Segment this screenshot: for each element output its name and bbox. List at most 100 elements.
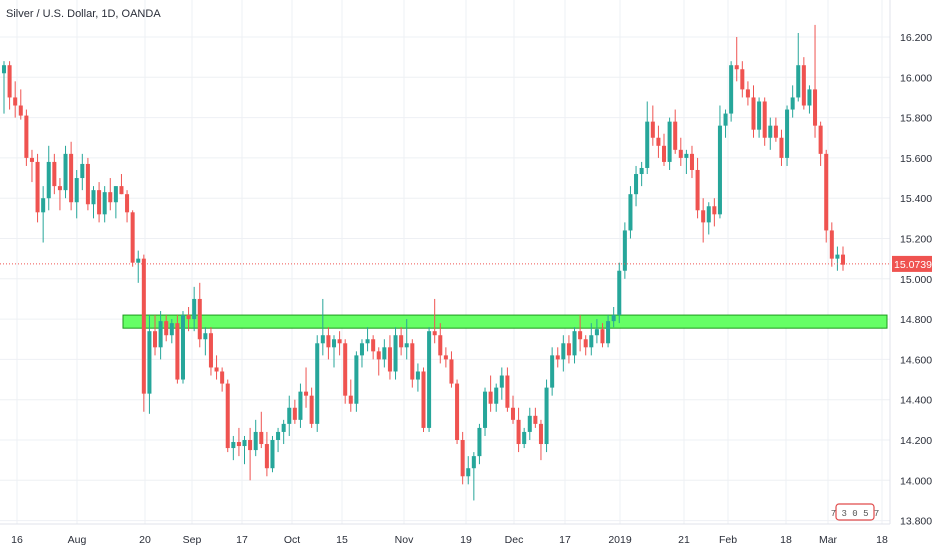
candle[interactable] (35, 153, 40, 223)
candle[interactable] (779, 129, 784, 166)
candle[interactable] (158, 311, 163, 360)
candle[interactable] (606, 315, 611, 348)
candle[interactable] (684, 149, 689, 175)
candle[interactable] (304, 367, 309, 408)
candle[interactable] (695, 157, 700, 219)
candle[interactable] (427, 327, 432, 432)
candle[interactable] (376, 347, 381, 376)
candle[interactable] (281, 419, 286, 445)
candle[interactable] (354, 351, 359, 412)
candle[interactable] (404, 319, 409, 360)
candle[interactable] (617, 262, 622, 324)
price-axis[interactable]: 16.20000 16.00000 15.80000 15.60000 15.40000… (900, 32, 932, 528)
candle[interactable] (298, 383, 303, 428)
candle[interactable] (119, 174, 124, 195)
candle[interactable] (813, 24, 818, 138)
candle[interactable] (527, 407, 532, 440)
candle[interactable] (706, 202, 711, 235)
candle[interactable] (801, 57, 806, 110)
candle[interactable] (661, 133, 667, 166)
candle[interactable] (365, 327, 370, 352)
candle[interactable] (264, 431, 269, 477)
candle[interactable] (69, 141, 74, 211)
candle[interactable] (628, 186, 633, 239)
candle[interactable] (712, 198, 717, 227)
candle[interactable] (410, 339, 415, 388)
candle[interactable] (136, 250, 141, 283)
candle[interactable] (494, 383, 499, 412)
candle[interactable] (645, 101, 650, 175)
candle[interactable] (639, 161, 644, 187)
candle[interactable] (225, 379, 230, 453)
candle[interactable] (18, 89, 23, 120)
candle[interactable] (253, 419, 258, 457)
candle[interactable] (701, 198, 706, 243)
candle[interactable] (270, 435, 275, 473)
candle[interactable] (13, 81, 18, 118)
candle[interactable] (723, 109, 728, 138)
candle[interactable] (203, 327, 208, 356)
candle[interactable] (24, 109, 29, 166)
candle[interactable] (667, 117, 672, 170)
candle[interactable] (578, 315, 583, 352)
candle[interactable] (510, 395, 516, 424)
candle[interactable] (343, 339, 348, 404)
candle[interactable] (460, 431, 465, 485)
candle[interactable] (734, 37, 739, 82)
candle[interactable] (438, 323, 443, 364)
candle[interactable] (762, 97, 767, 146)
candle[interactable] (538, 419, 543, 461)
candle[interactable] (455, 379, 460, 445)
candle[interactable] (717, 105, 722, 219)
candle[interactable] (192, 286, 197, 332)
candle[interactable] (516, 407, 521, 453)
candle[interactable] (153, 315, 158, 356)
candle[interactable] (141, 254, 146, 412)
candle[interactable] (41, 186, 46, 243)
candle[interactable] (790, 85, 795, 118)
candle[interactable] (594, 319, 599, 344)
candle[interactable] (57, 178, 62, 211)
candle[interactable] (477, 423, 482, 465)
candle[interactable] (108, 178, 113, 211)
candle[interactable] (85, 157, 90, 211)
candle[interactable] (415, 363, 420, 392)
candle[interactable] (399, 327, 404, 356)
candle[interactable] (483, 387, 488, 436)
candle[interactable] (208, 327, 213, 376)
candle[interactable] (169, 319, 174, 344)
candle[interactable] (63, 145, 68, 199)
candle[interactable] (555, 347, 560, 368)
candle[interactable] (287, 395, 292, 436)
candle[interactable] (443, 347, 448, 368)
candle[interactable] (622, 222, 627, 279)
candle[interactable] (197, 282, 202, 348)
candle[interactable] (231, 435, 236, 461)
candle[interactable] (650, 105, 655, 146)
candle[interactable] (125, 190, 130, 223)
candle[interactable] (678, 137, 683, 166)
candle[interactable] (729, 61, 734, 122)
candle[interactable] (74, 169, 79, 219)
candle[interactable] (583, 335, 588, 356)
candle[interactable] (91, 186, 96, 219)
candle[interactable] (220, 367, 225, 392)
candle[interactable] (242, 435, 247, 465)
candle[interactable] (80, 153, 85, 191)
candle[interactable] (52, 153, 57, 195)
candle[interactable] (656, 125, 661, 158)
candle[interactable] (248, 427, 253, 481)
candle[interactable] (164, 315, 169, 342)
candle[interactable] (186, 307, 191, 332)
candle[interactable] (757, 97, 762, 138)
candle[interactable] (673, 109, 678, 154)
candle[interactable] (393, 327, 398, 380)
candle[interactable] (611, 307, 616, 328)
candle[interactable] (46, 145, 51, 211)
candle[interactable] (689, 145, 694, 179)
candle[interactable] (829, 222, 834, 267)
candle[interactable] (7, 61, 12, 110)
candle[interactable] (561, 335, 566, 372)
candle[interactable] (785, 105, 790, 166)
